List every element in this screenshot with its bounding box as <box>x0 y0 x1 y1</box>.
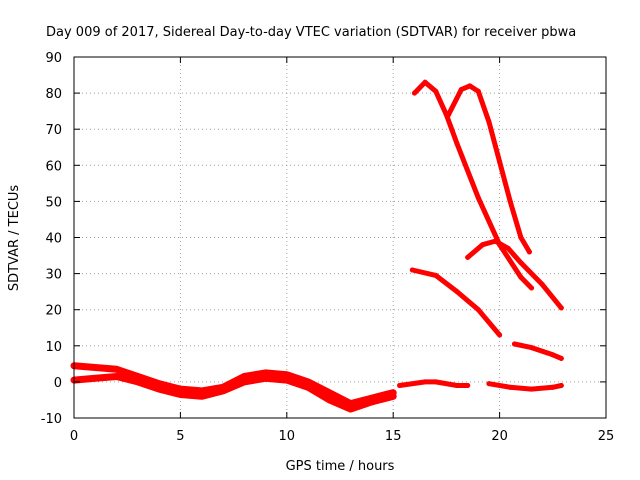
data-point <box>529 285 535 291</box>
y-tick-label: 0 <box>54 376 62 391</box>
y-tick-label: 90 <box>45 51 62 66</box>
data-point <box>475 307 481 313</box>
data-point <box>497 159 503 165</box>
data-point <box>511 341 517 347</box>
series-band-lower <box>70 373 397 413</box>
data-point <box>518 274 524 280</box>
data-point <box>467 83 473 89</box>
data-point <box>199 388 205 394</box>
data-point <box>475 88 481 94</box>
data-point <box>220 388 226 394</box>
y-tick-label: 80 <box>45 87 62 102</box>
data-point <box>558 305 564 311</box>
data-point <box>305 379 311 385</box>
data-point <box>497 332 503 338</box>
data-point <box>558 355 564 361</box>
data-point <box>348 406 354 412</box>
y-axis-label: SDTVAR / TECUs <box>7 185 22 292</box>
x-tick-label: 20 <box>491 429 508 444</box>
x-tick-label: 10 <box>279 429 296 444</box>
series-tail <box>512 341 564 361</box>
x-tick-label: 0 <box>70 429 78 444</box>
series-band-upper <box>70 362 397 408</box>
x-tick-label: 15 <box>385 429 402 444</box>
data-point <box>480 242 486 248</box>
data-point <box>465 254 471 260</box>
data-point <box>518 235 524 240</box>
data-point <box>92 364 98 370</box>
data-point <box>305 384 311 390</box>
x-tick-label: 5 <box>176 429 184 444</box>
data-point <box>454 141 460 147</box>
data-point <box>454 289 460 295</box>
data-point <box>492 238 498 244</box>
data-point <box>114 373 120 379</box>
y-tick-label: 30 <box>45 268 62 283</box>
y-tick-label: 70 <box>45 123 62 138</box>
data-point <box>326 390 332 396</box>
y-tick-label: 50 <box>45 195 62 210</box>
chart-title: Day 009 of 2017, Sidereal Day-to-day VTE… <box>46 25 576 40</box>
data-point <box>526 249 532 255</box>
data-point <box>454 383 460 389</box>
axis-ticks: 0 5 10 15 20 25 -10 0 10 20 30 40 50 60 70 80 90 <box>41 51 615 444</box>
y-tick-label: 60 <box>45 159 62 174</box>
y-tick-label: 40 <box>45 232 62 247</box>
data-point <box>465 383 471 389</box>
data-point <box>411 90 417 96</box>
data-point <box>263 375 269 381</box>
data-point <box>505 245 511 251</box>
data-point <box>507 198 513 204</box>
data-point <box>422 379 428 385</box>
data-point <box>539 281 545 287</box>
y-tick-label: 10 <box>45 340 62 355</box>
data-point <box>486 381 492 387</box>
data-point <box>156 381 162 387</box>
data-point <box>135 379 141 385</box>
data-point <box>486 119 492 125</box>
data-point <box>529 386 535 392</box>
data-point <box>475 195 481 201</box>
data-point <box>284 377 290 383</box>
data-point <box>550 352 556 358</box>
data-point <box>177 386 183 392</box>
data-point <box>397 383 403 389</box>
y-tick-label: 20 <box>45 304 62 319</box>
data-point <box>156 386 162 392</box>
data-point <box>199 393 205 399</box>
data-point <box>458 86 464 92</box>
data-series <box>70 79 564 413</box>
data-point <box>529 345 535 351</box>
data-point <box>369 399 375 405</box>
data-point <box>446 112 452 118</box>
data-point <box>409 267 415 273</box>
data-point <box>518 260 524 266</box>
data-point <box>550 384 556 390</box>
data-point <box>92 375 98 381</box>
data-point <box>177 392 183 398</box>
data-point <box>326 397 332 403</box>
data-point <box>422 79 428 85</box>
data-point <box>241 373 247 379</box>
data-point <box>135 373 141 379</box>
data-point <box>433 379 439 385</box>
y-tick-label: -10 <box>41 412 62 427</box>
data-point <box>507 384 513 390</box>
data-point <box>241 379 247 385</box>
data-point <box>558 383 564 389</box>
data-point <box>433 272 439 278</box>
data-point <box>263 370 269 376</box>
data-point <box>390 393 396 399</box>
data-point <box>433 88 439 94</box>
data-point <box>114 366 120 372</box>
x-tick-label: 25 <box>598 429 615 444</box>
x-axis-label: GPS time / hours <box>286 459 395 474</box>
data-point <box>284 372 290 378</box>
